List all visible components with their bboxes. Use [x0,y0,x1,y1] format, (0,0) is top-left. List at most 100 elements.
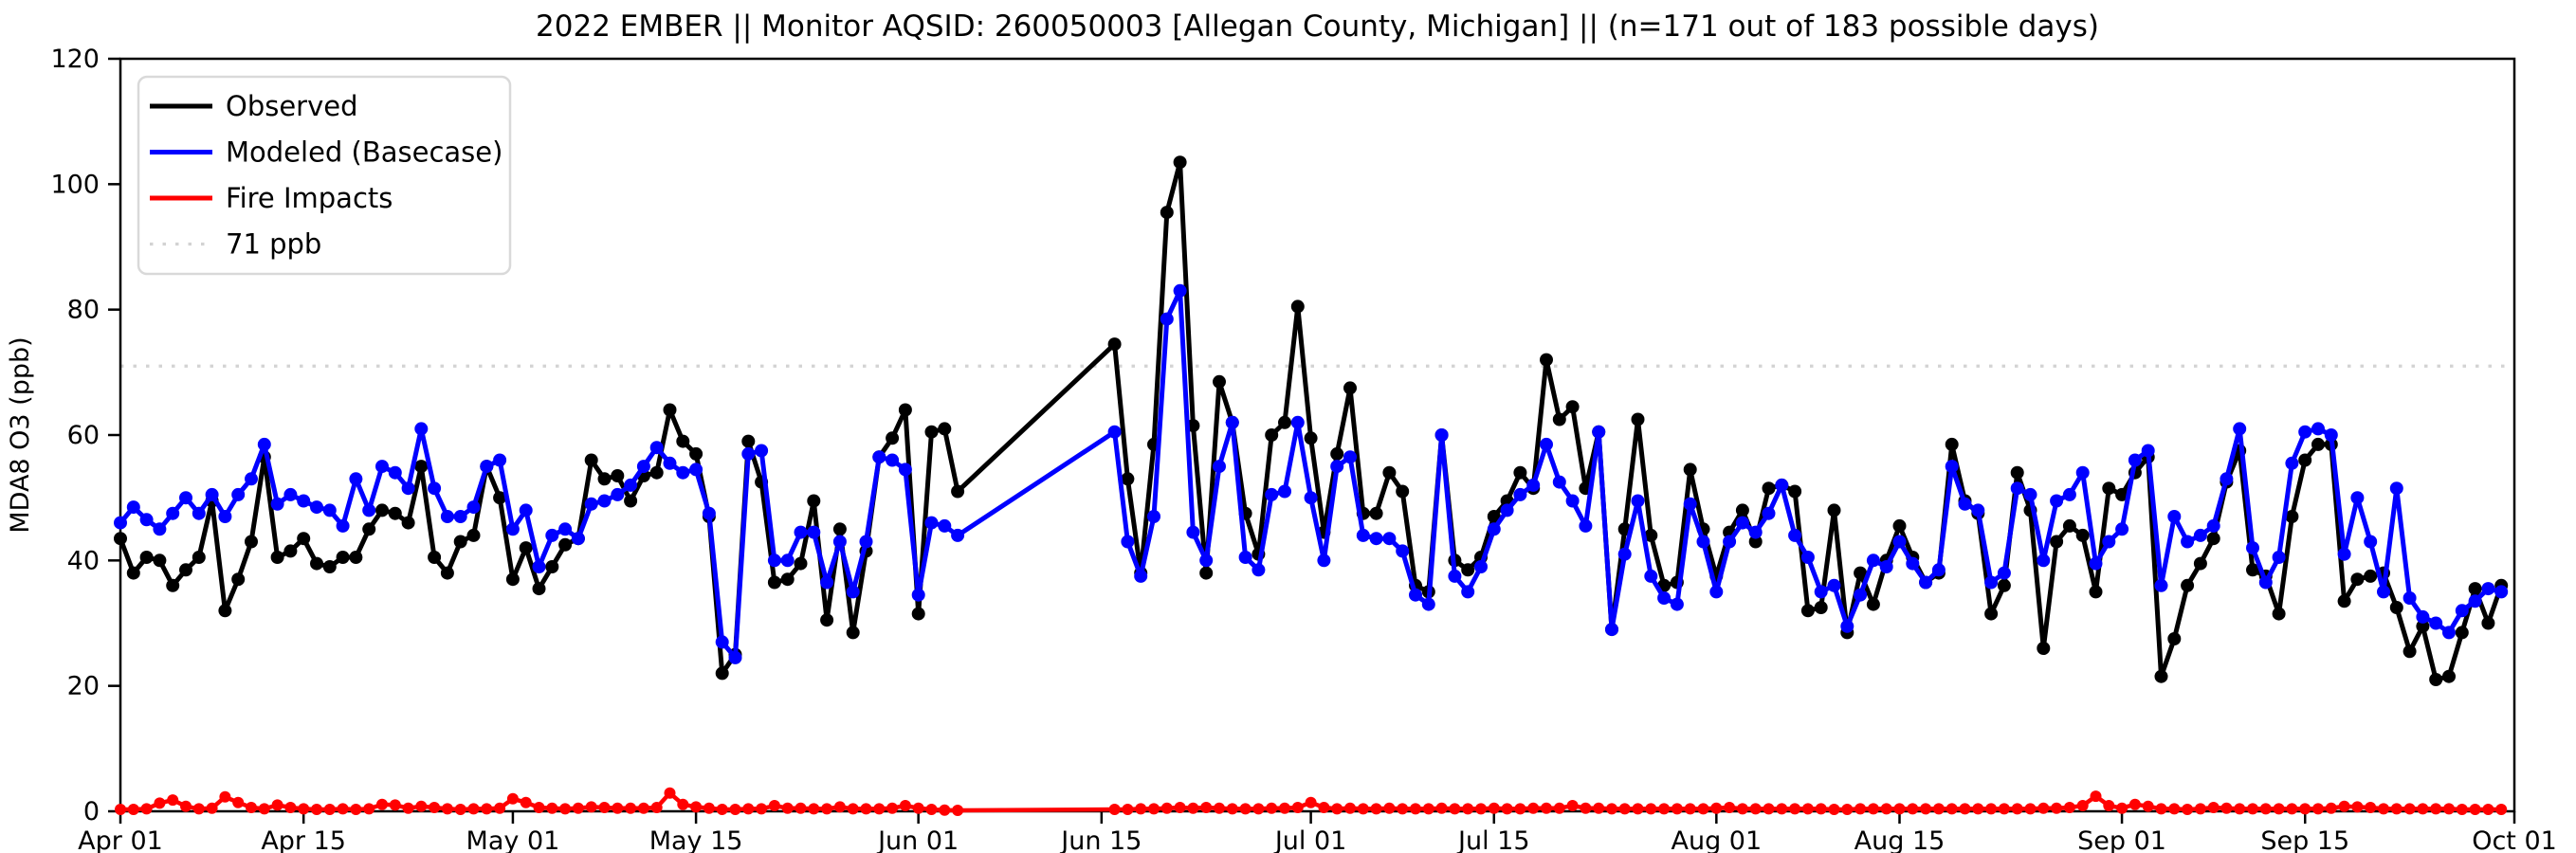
data-point-marker [1593,802,1605,814]
data-point-marker [808,803,820,815]
data-point-marker [625,802,637,814]
data-point-marker [1540,437,1553,451]
data-point-marker [2312,803,2324,815]
data-point-marker [126,566,140,580]
data-point-marker [115,804,126,815]
data-point-marker [2429,616,2443,630]
y-tick-label: 80 [67,296,100,325]
data-point-marker [898,463,912,477]
data-point-marker [414,460,429,474]
data-point-marker [1776,803,1788,815]
data-point-marker [2456,804,2468,815]
data-point-marker [1763,803,1775,815]
data-point-marker [1107,425,1122,439]
data-point-marker [794,556,808,571]
data-point-marker [584,497,598,511]
data-point-marker [832,522,847,536]
x-tick-label: Jul 15 [1456,826,1530,853]
data-point-marker [2115,522,2129,536]
data-point-marker [1932,803,1945,815]
data-point-marker [401,481,415,496]
data-point-marker [795,802,807,814]
data-point-marker [1344,802,1356,814]
data-point-marker [1984,607,1999,621]
x-tick-label: Oct 01 [2472,826,2557,853]
data-point-marker [1160,206,1174,220]
data-point-marker [1318,802,1330,813]
data-point-marker [1800,551,1815,564]
data-point-marker [820,575,834,590]
data-point-marker [585,801,597,813]
data-point-marker [1343,381,1357,395]
data-point-marker [780,554,795,568]
data-point-marker [545,528,559,542]
data-point-marker [297,494,311,508]
data-point-marker [728,650,742,664]
data-point-marker [1985,803,1998,815]
data-point-marker [1658,803,1671,815]
data-point-marker [2351,801,2364,813]
data-point-marker [1147,510,1160,523]
data-point-marker [1148,803,1160,815]
data-point-marker [1945,460,1959,474]
data-point-marker [428,551,442,564]
data-point-marker [218,510,232,523]
y-tick-label: 120 [50,45,100,74]
data-point-marker [2298,425,2312,439]
data-point-marker [2311,437,2325,451]
data-point-marker [558,522,573,536]
data-point-marker [505,572,520,587]
data-point-marker [1801,803,1814,815]
data-point-marker [466,500,481,515]
data-point-marker [336,551,350,564]
data-point-marker [2182,804,2194,815]
data-point-marker [2299,803,2311,815]
data-point-marker [1657,591,1672,605]
data-point-marker [1696,535,1710,549]
data-point-marker [1252,803,1265,815]
data-point-marker [258,803,270,815]
y-tick-label: 20 [67,672,100,701]
data-point-marker [1631,412,1645,426]
data-point-marker [1225,415,1239,429]
data-point-marker [192,803,205,815]
data-point-marker [2220,472,2234,486]
data-point-marker [179,491,192,505]
x-tick-label: Aug 01 [1671,826,1762,853]
data-point-marker [2010,481,2024,496]
data-point-marker [729,804,741,815]
data-point-marker [1748,525,1763,539]
x-tick-label: Sep 15 [2260,826,2349,853]
data-point-marker [192,506,206,520]
data-point-marker [1513,465,1527,480]
data-point-marker [1710,802,1723,814]
data-point-marker [1919,575,1933,590]
y-axis-label: MDA8 O3 (ppb) [6,336,35,533]
data-point-marker [559,803,572,815]
data-point-marker [205,487,219,501]
data-point-marker [1500,503,1514,517]
data-point-marker [2024,803,2037,815]
y-tick-label: 0 [83,797,100,826]
data-point-marker [153,554,167,568]
data-point-marker [1827,578,1841,592]
data-point-marker [1724,802,1736,813]
data-point-marker [2076,800,2089,811]
data-point-marker [2206,532,2220,546]
data-point-marker [1762,506,1776,520]
data-point-marker [951,528,965,542]
data-point-marker [2193,556,2207,571]
data-point-marker [245,535,258,549]
data-point-marker [847,803,859,815]
data-point-marker [1749,803,1762,815]
data-point-marker [1644,528,1658,542]
data-point-marker [1174,802,1186,813]
data-point-marker [1488,802,1500,814]
data-point-marker [899,800,911,811]
data-point-marker [2220,802,2233,814]
data-point-marker [703,802,715,814]
data-point-marker [2089,585,2103,599]
data-point-marker [2482,804,2494,815]
data-point-marker [2167,632,2182,645]
data-point-marker [1854,588,1868,602]
